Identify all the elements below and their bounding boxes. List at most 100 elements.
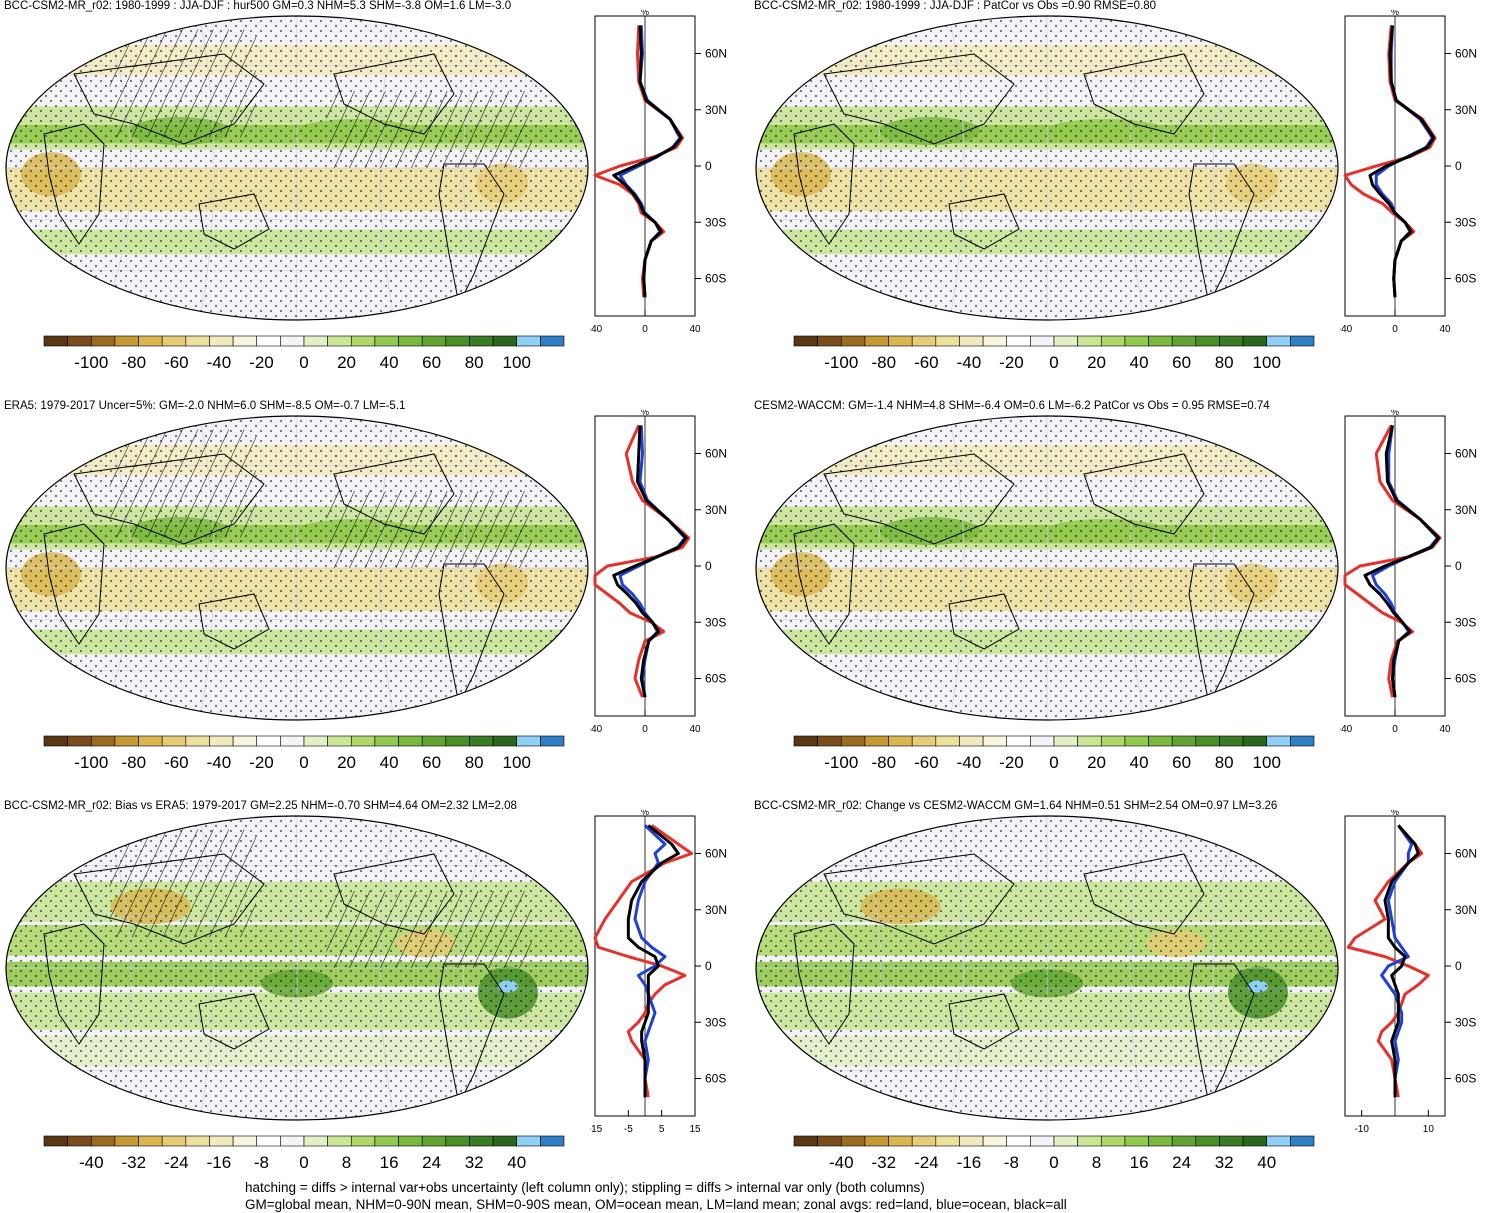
colorbar-swatch bbox=[540, 335, 565, 347]
colorbar-swatch bbox=[840, 735, 866, 747]
panel-title: BCC-CSM2-MR_r02: 1980-1999 : JJA-DJF : h… bbox=[4, 0, 512, 12]
colorbar-tick-label: -16 bbox=[207, 1153, 232, 1172]
colorbar-swatch bbox=[280, 335, 305, 347]
x-tick-label: 40 bbox=[1439, 724, 1451, 735]
colorbar-swatch bbox=[1195, 335, 1220, 347]
colorbar-swatch bbox=[1290, 735, 1315, 747]
colorbar-swatch bbox=[888, 335, 913, 347]
colorbar-swatch bbox=[793, 335, 818, 347]
colorbar-tick-label: -80 bbox=[122, 353, 147, 372]
colorbar-tick-label: -40 bbox=[957, 353, 982, 372]
colorbar-swatch bbox=[1006, 1135, 1031, 1147]
y-tick-label: 30S bbox=[1455, 215, 1476, 229]
colorbar-tick-label: -24 bbox=[914, 1153, 939, 1172]
map-border bbox=[5, 415, 589, 721]
colorbar-tick-label: -16 bbox=[957, 1153, 982, 1172]
colorbar-swatch bbox=[1219, 1135, 1244, 1147]
colorbar-swatch bbox=[209, 335, 234, 347]
colorbar-swatch bbox=[1171, 1135, 1197, 1147]
colorbar-swatch bbox=[1290, 335, 1315, 347]
colorbar-swatch bbox=[888, 1135, 913, 1147]
colorbar-swatch bbox=[540, 735, 565, 747]
colorbar-swatch bbox=[303, 735, 328, 747]
colorbar-swatch bbox=[1030, 335, 1055, 347]
colorbar-swatch bbox=[1077, 1135, 1102, 1147]
colorbar-swatch bbox=[516, 1135, 541, 1147]
y-tick-label: 60N bbox=[705, 847, 727, 861]
colorbar-swatch bbox=[492, 335, 518, 347]
colorbar-tick-label: -20 bbox=[249, 353, 274, 372]
colorbar-tick-label: 0 bbox=[299, 1153, 308, 1172]
y-tick-label: 30N bbox=[1455, 903, 1477, 917]
colorbar-tick-label: 40 bbox=[507, 1153, 526, 1172]
colorbar: -100 -80 -60 -40 -20 0 20 40 60 80 100 bbox=[43, 335, 565, 372]
colorbar-tick-label: 40 bbox=[1257, 1153, 1276, 1172]
colorbar-tick-label: -20 bbox=[249, 753, 274, 772]
y-tick-label: 30N bbox=[705, 503, 727, 517]
colorbar-swatch bbox=[793, 1135, 818, 1147]
colorbar: -100 -80 -60 -40 -20 0 20 40 60 80 100 bbox=[793, 735, 1315, 772]
colorbar-swatch bbox=[256, 1135, 281, 1147]
colorbar-swatch bbox=[982, 335, 1008, 347]
colorbar-tick-label: 20 bbox=[1087, 353, 1106, 372]
colorbar-swatch bbox=[982, 735, 1008, 747]
colorbar-swatch bbox=[374, 335, 399, 347]
x-tick-label: 0 bbox=[1392, 324, 1398, 335]
colorbar-swatch bbox=[1242, 335, 1268, 347]
colorbar-swatch bbox=[1030, 735, 1055, 747]
colorbar-tick-label: 0 bbox=[299, 753, 308, 772]
map-border bbox=[5, 815, 589, 1121]
world-map bbox=[5, 815, 589, 1121]
panel-bottom-right: BCC-CSM2-MR_r02: Change vs CESM2-WACCM G… bbox=[750, 800, 1492, 1204]
colorbar-tick-label: 60 bbox=[422, 753, 441, 772]
colorbar-swatch bbox=[1124, 335, 1149, 347]
colorbar-swatch bbox=[67, 335, 92, 347]
stippling bbox=[756, 416, 1338, 720]
colorbar-swatch bbox=[1077, 735, 1102, 747]
world-map bbox=[755, 815, 1339, 1121]
y-tick-label: 30S bbox=[705, 215, 726, 229]
colorbar-swatch bbox=[445, 335, 470, 347]
colorbar-swatch bbox=[1053, 735, 1078, 747]
series-ocean bbox=[618, 25, 682, 298]
y-tick-label: 30S bbox=[705, 615, 726, 629]
colorbar-swatch bbox=[232, 735, 258, 747]
caption-line-1: hatching = diffs > internal var+obs unce… bbox=[245, 1180, 925, 1195]
colorbar-swatch bbox=[138, 735, 163, 747]
colorbar-swatch bbox=[516, 335, 541, 347]
colorbar-swatch bbox=[1266, 1135, 1291, 1147]
colorbar-tick-label: 20 bbox=[337, 353, 356, 372]
series-land bbox=[593, 25, 684, 298]
colorbar-swatch bbox=[327, 335, 352, 347]
zonal-unit-label: % bbox=[1391, 810, 1399, 817]
y-tick-label: 30N bbox=[705, 903, 727, 917]
colorbar: -100 -80 -60 -40 -20 0 20 40 60 80 100 bbox=[793, 335, 1315, 372]
colorbar-swatch bbox=[1148, 735, 1173, 747]
y-tick-label: 30N bbox=[705, 103, 727, 117]
y-tick-label: 0 bbox=[1455, 959, 1462, 973]
colorbar-tick-label: -24 bbox=[164, 1153, 189, 1172]
colorbar-tick-label: -60 bbox=[914, 353, 939, 372]
x-tick-label: 40 bbox=[1439, 324, 1451, 335]
x-tick-label: -5 bbox=[624, 1124, 633, 1135]
colorbar-swatch bbox=[303, 335, 328, 347]
colorbar-swatch bbox=[421, 1135, 447, 1147]
colorbar-tick-label: -80 bbox=[872, 753, 897, 772]
y-tick-label: 0 bbox=[1455, 159, 1462, 173]
panel-top-left: BCC-CSM2-MR_r02: 1980-1999 : JJA-DJF : h… bbox=[0, 0, 746, 404]
stippling bbox=[756, 816, 1338, 1120]
colorbar-tick-label: -60 bbox=[164, 353, 189, 372]
colorbar-swatch bbox=[43, 735, 68, 747]
x-tick-label: 0 bbox=[1392, 724, 1398, 735]
colorbar-tick-label: 24 bbox=[422, 1153, 441, 1172]
colorbar-swatch bbox=[1266, 335, 1291, 347]
colorbar-swatch bbox=[793, 735, 818, 747]
colorbar-swatch bbox=[469, 1135, 494, 1147]
series-all bbox=[1363, 425, 1441, 698]
colorbar-swatch bbox=[185, 1135, 210, 1147]
series-all bbox=[612, 25, 683, 298]
colorbar-tick-label: -40 bbox=[207, 353, 232, 372]
series-all bbox=[612, 425, 688, 698]
colorbar-swatch bbox=[1100, 1135, 1126, 1147]
colorbar-swatch bbox=[90, 335, 116, 347]
